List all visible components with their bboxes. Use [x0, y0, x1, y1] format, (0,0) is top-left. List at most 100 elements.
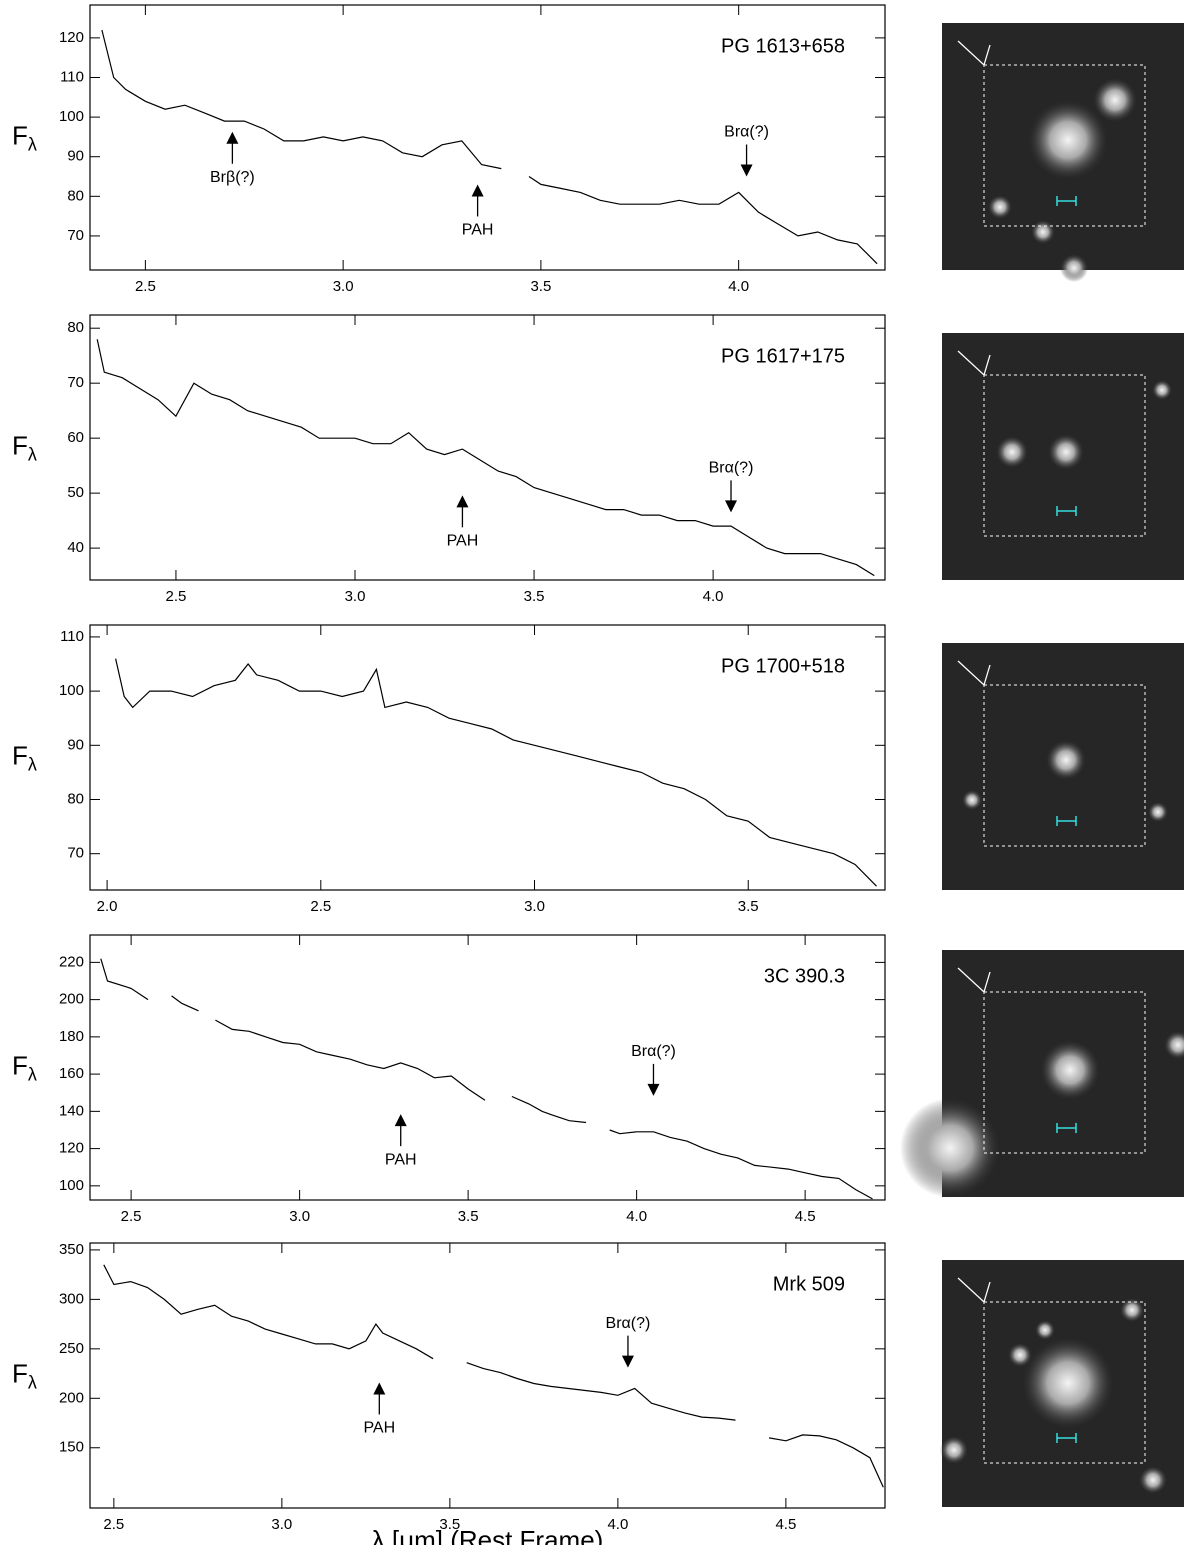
annotation-arrowhead [394, 1114, 407, 1127]
annotation-label: Brα(?) [606, 1315, 651, 1332]
spectrum-line [115, 658, 877, 887]
y-axis-label: Fλ [12, 1050, 37, 1084]
x-tick-label: 4.0 [626, 1208, 647, 1225]
x-tick-label: 3.0 [333, 278, 354, 295]
compass [957, 660, 991, 687]
source-blob [1048, 434, 1084, 470]
spectrum-line [101, 29, 878, 265]
x-tick-label: 2.5 [166, 588, 187, 605]
source-blob [1093, 78, 1137, 122]
compass [957, 1277, 991, 1304]
y-axis-label: Fλ [12, 120, 37, 154]
y-axis-label-sub: λ [28, 1064, 37, 1084]
x-axis-label: λ [μm] (Rest Frame) [372, 1525, 604, 1545]
x-tick-label: 2.5 [121, 1208, 142, 1225]
plot-frame [89, 624, 886, 891]
x-tick-label: 4.0 [728, 278, 749, 295]
x-tick-label: 3.0 [271, 1516, 292, 1533]
y-axis-label: Fλ [12, 740, 37, 774]
y-tick-label: 40 [67, 539, 84, 556]
annotation-arrowhead [647, 1083, 660, 1096]
compass [957, 350, 991, 377]
x-tick-label: 3.5 [439, 1516, 460, 1533]
annotation-arrowhead [471, 184, 484, 197]
annotation-arrowhead [226, 131, 239, 144]
y-axis-label-sub: λ [28, 1372, 37, 1392]
y-axis-label: Fλ [12, 1358, 37, 1392]
scale-bar [1056, 196, 1077, 206]
source-blob [940, 1436, 968, 1464]
y-tick-label: 250 [59, 1340, 84, 1357]
y-axis-label-main: F [12, 120, 28, 150]
y-axis-label-sub: λ [28, 134, 37, 154]
spectrum-line [100, 958, 873, 1200]
annotation-arrowhead [456, 495, 469, 508]
source-blob [1028, 100, 1108, 180]
annotation-label: Brβ(?) [210, 169, 255, 186]
source-blob [1046, 740, 1086, 780]
y-tick-label: 140 [59, 1102, 84, 1119]
source-blob [1152, 380, 1172, 400]
y-tick-label: 100 [59, 1177, 84, 1194]
x-tick-label: 3.5 [530, 278, 551, 295]
scale-bar [1056, 506, 1077, 516]
x-tick-label: 3.5 [524, 588, 545, 605]
source-blob [1164, 1031, 1184, 1059]
y-tick-label: 70 [67, 845, 84, 862]
annotation-label: Brα(?) [724, 124, 769, 141]
panel-title: PG 1613+658 [721, 35, 845, 57]
annotation-arrowhead [373, 1382, 386, 1395]
annotation-label: Brα(?) [631, 1043, 676, 1060]
y-tick-label: 300 [59, 1290, 84, 1307]
y-tick-label: 160 [59, 1065, 84, 1082]
x-tick-label: 3.5 [738, 898, 759, 915]
spectrum-line [103, 1264, 884, 1488]
x-tick-label: 3.0 [345, 588, 366, 605]
scale-bar [1056, 1433, 1077, 1443]
y-tick-label: 90 [67, 148, 84, 165]
plot-frame [89, 1242, 886, 1509]
y-tick-label: 110 [60, 68, 84, 85]
x-tick-label: 3.0 [524, 898, 545, 915]
y-tick-label: 220 [59, 953, 84, 970]
source-blob [988, 195, 1012, 219]
annotation-arrowhead [740, 164, 753, 177]
y-tick-label: 70 [67, 374, 84, 391]
source-blob [1148, 802, 1168, 822]
panel-title: PG 1700+518 [721, 655, 845, 677]
source-blob [1022, 1337, 1114, 1429]
y-tick-label: 70 [67, 227, 84, 244]
y-tick-label: 80 [67, 319, 84, 336]
y-tick-label: 120 [59, 29, 84, 46]
x-tick-label: 2.5 [103, 1516, 124, 1533]
source-blob [1035, 1320, 1055, 1340]
y-tick-label: 120 [59, 1140, 84, 1157]
x-tick-label: 2.0 [97, 898, 118, 915]
annotation-label: PAH [363, 1420, 395, 1437]
aperture-box [983, 64, 1146, 227]
aperture-box [983, 1301, 1146, 1464]
annotation-label: PAH [462, 222, 494, 239]
y-axis-label-main: F [12, 740, 28, 770]
annotation-label: PAH [385, 1151, 417, 1168]
x-tick-label: 3.5 [458, 1208, 479, 1225]
aperture-box [983, 684, 1146, 847]
plot-frame [89, 4, 886, 271]
source-blob [900, 1098, 1000, 1198]
scale-bar [1056, 1123, 1077, 1133]
annotation-label: PAH [447, 533, 479, 550]
y-axis-label-sub: λ [28, 444, 37, 464]
y-axis-label: Fλ [12, 430, 37, 464]
annotation-arrowhead [725, 500, 738, 513]
x-tick-label: 3.0 [289, 1208, 310, 1225]
y-tick-label: 90 [67, 736, 84, 753]
x-tick-label: 4.0 [607, 1516, 628, 1533]
y-axis-label-main: F [12, 1050, 28, 1080]
source-blob [1040, 1040, 1100, 1100]
x-tick-label: 2.5 [310, 898, 331, 915]
scale-bar [1056, 816, 1077, 826]
y-tick-label: 150 [59, 1439, 84, 1456]
y-tick-label: 180 [59, 1028, 84, 1045]
